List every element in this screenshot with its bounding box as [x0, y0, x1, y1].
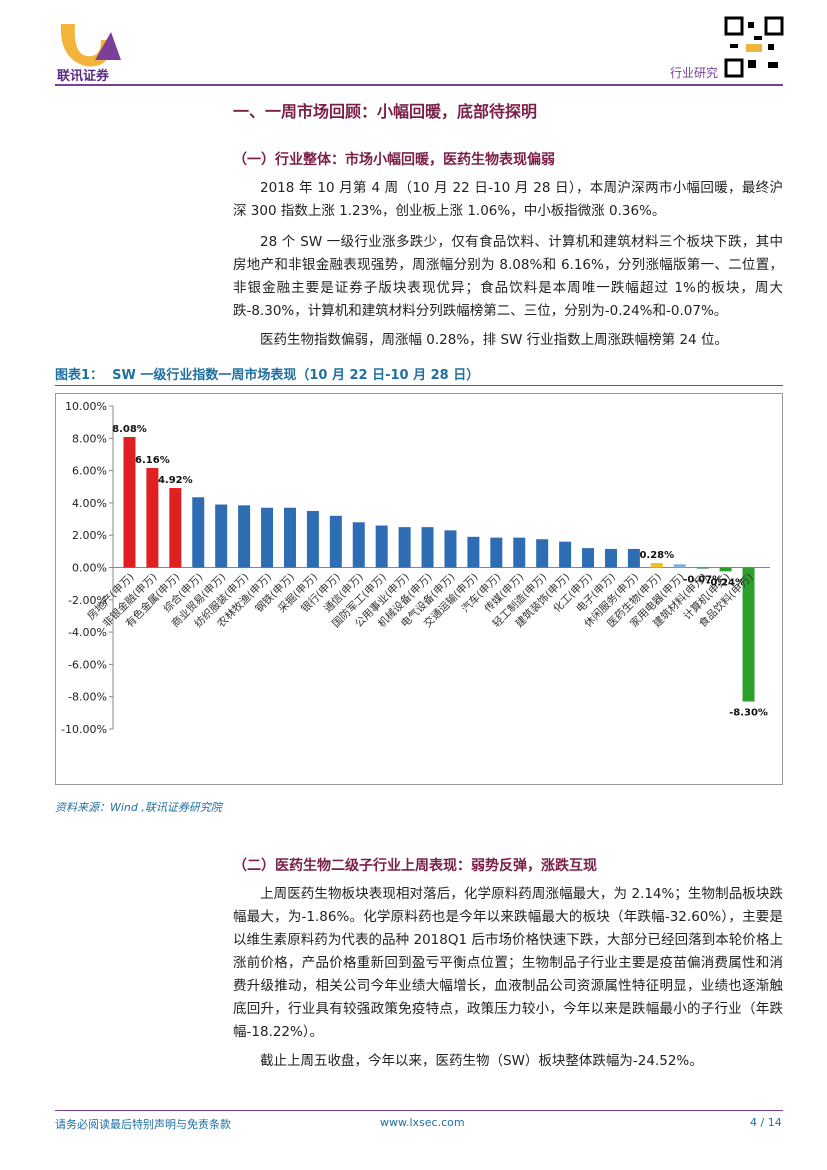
paragraph: 截止上周五收盘，今年以来，医药生物（SW）板块整体跌幅为-24.52%。: [260, 1053, 703, 1069]
caption-rule: [55, 385, 783, 386]
y-tick-label: -8.00%: [68, 691, 107, 704]
paragraph: 2018 年 10 月第 4 周（10 月 22 日-10 月 28 日），本周…: [233, 180, 783, 219]
value-label: -0.07%: [683, 575, 722, 586]
y-tick-label: 8.00%: [72, 432, 107, 445]
bar: [559, 541, 572, 568]
bar: [719, 567, 732, 572]
section-heading: （一）行业整体：市场小幅回暖，医药生物表现偏弱: [233, 152, 555, 168]
section-heading: （二）医药生物二级子行业上周表现：弱势反弹，涨跌互现: [233, 858, 597, 874]
bar: [444, 530, 457, 568]
bar: [742, 567, 755, 702]
bar: [490, 537, 503, 568]
caption-text: SW 一级行业指数一周市场表现（10 月 22 日-10 月 28 日）: [112, 368, 480, 383]
bar: [673, 564, 686, 568]
y-tick-label: -4.00%: [68, 626, 107, 639]
bar: [536, 539, 549, 568]
bar: [421, 527, 434, 568]
bar: [283, 507, 296, 568]
bar: [215, 504, 228, 568]
header-rule: [55, 84, 783, 86]
chart-frame: [55, 393, 783, 785]
y-tick-label: -10.00%: [61, 723, 107, 736]
bar: [582, 548, 595, 568]
bar: [123, 437, 136, 568]
bar: [696, 567, 709, 569]
value-label: 4.92%: [158, 475, 193, 486]
y-tick-label: 0.00%: [72, 562, 107, 575]
bar: [146, 468, 159, 568]
bar: [352, 522, 365, 568]
bar: [650, 562, 663, 568]
value-label: 6.16%: [135, 455, 170, 466]
page-number: 4 / 14: [750, 1116, 782, 1129]
y-tick-label: 4.00%: [72, 497, 107, 510]
qr-code: [724, 16, 784, 78]
paragraph: 上周医药生物板块表现相对落后，化学原料药周涨幅最大，为 2.14%；生物制品板块…: [233, 886, 783, 1040]
caption-label: 图表1：: [55, 368, 104, 383]
website: www.lxsec.com: [380, 1116, 465, 1129]
bar: [169, 488, 182, 568]
bar: [306, 510, 319, 568]
bar: [513, 537, 526, 568]
bar: [627, 548, 640, 568]
y-tick-label: -2.00%: [68, 594, 107, 607]
bar: [467, 536, 480, 568]
brand: 联讯证券: [57, 68, 110, 84]
y-tick-label: -6.00%: [68, 658, 107, 671]
disclaimer: 请务必阅读最后特别声明与免责条款: [55, 1118, 231, 1131]
value-label: -8.30%: [729, 708, 768, 719]
bar: [261, 507, 274, 568]
section-title: 一、一周市场回顾：小幅回暖，底部待探明: [233, 102, 538, 121]
paragraph: 28 个 SW 一级行业涨多跌少，仅有食品饮料、计算机和建筑材料三个板块下跌，其…: [233, 234, 783, 319]
source-note: 资料来源：Wind ,联讯证券研究院: [55, 801, 222, 814]
chart: -10.00% -8.00% -6.00% -4.00% -2.00% 0.00% 2.00…: [55, 393, 783, 785]
y-tick-label: 6.00%: [72, 465, 107, 478]
bar: [398, 527, 411, 568]
bar: [238, 505, 251, 568]
figure-caption: 图表1： SW 一级行业指数一周市场表现（10 月 22 日-10 月 28 日…: [55, 364, 479, 383]
header-section: 行业研究: [670, 66, 719, 80]
y-tick-label: 2.00%: [72, 529, 107, 542]
bar: [375, 525, 388, 568]
logo-mark: [95, 32, 121, 60]
y-tick-label: 10.00%: [65, 400, 107, 413]
bar: [192, 497, 205, 568]
value-label: -0.24%: [706, 577, 745, 588]
footer-rule: [55, 1110, 783, 1111]
value-label: 0.28%: [639, 550, 674, 561]
bar: [329, 515, 342, 568]
value-label: 8.08%: [112, 424, 147, 435]
logo: 联讯证券: [57, 24, 121, 84]
bar: [604, 548, 617, 568]
paragraph: 医药生物指数偏弱，周涨幅 0.28%，排 SW 行业指数上周涨跌幅榜第 24 位…: [260, 332, 728, 348]
